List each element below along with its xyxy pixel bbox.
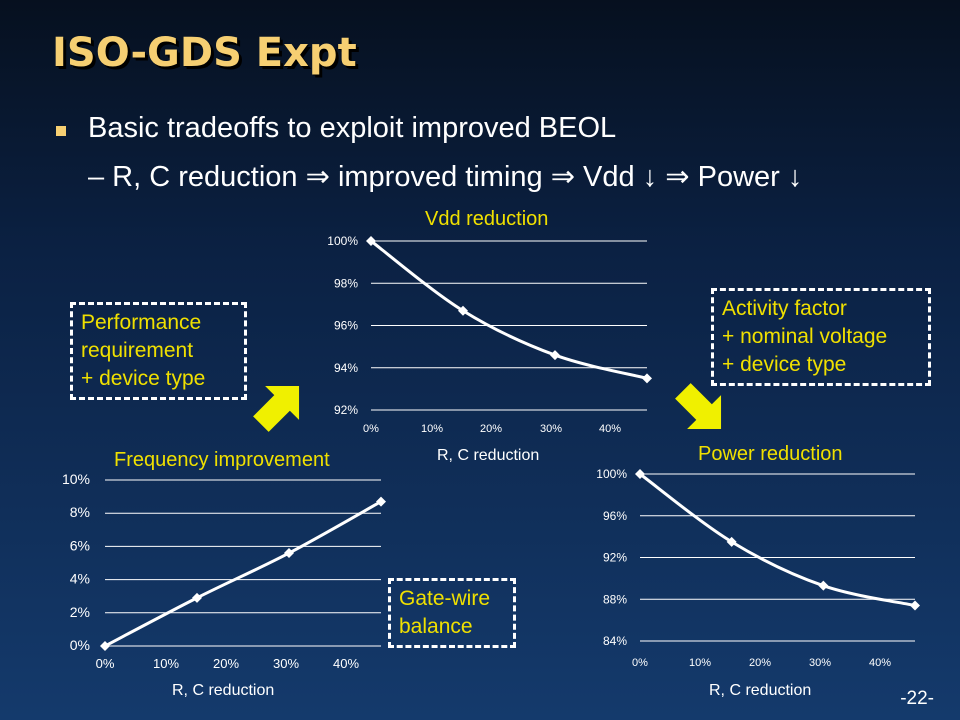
freq-data-point xyxy=(192,592,202,603)
vdd-y-tick-label: 100% xyxy=(327,234,358,248)
power-x-tick-label: 0% xyxy=(632,657,648,669)
vdd-series-line xyxy=(370,239,648,380)
vdd-y-tick-label: 98% xyxy=(334,276,358,290)
activity-callout: Activity factor + nominal voltage + devi… xyxy=(711,288,931,386)
power-y-tick-label: 84% xyxy=(603,634,627,648)
vdd-chart-title: Vdd reduction xyxy=(425,208,549,230)
freq-y-tick-label: 4% xyxy=(70,571,90,587)
freq-y-tick-label: 10% xyxy=(62,471,90,487)
freq-x-tick-label: 0% xyxy=(96,656,115,671)
performance-callout: Performance requirement + device type xyxy=(70,302,247,400)
freq-y-tick-label: 0% xyxy=(70,637,90,653)
power-chart-title: Power reduction xyxy=(698,443,843,465)
freq-y-tick-label: 2% xyxy=(70,604,90,620)
slide-title: ISO-GDS Expt xyxy=(52,30,357,76)
bullet-square-icon xyxy=(56,126,66,136)
power-y-tick-label: 100% xyxy=(596,467,627,481)
vdd-data-point xyxy=(458,305,468,316)
power-x-tick-label: 10% xyxy=(689,657,711,669)
power-x-tick-label: 40% xyxy=(869,657,891,669)
power-data-point xyxy=(818,580,829,591)
vdd-x-axis-label: R, C reduction xyxy=(437,447,540,464)
arrow-up-right-icon xyxy=(253,385,300,432)
vdd-x-tick-label: 30% xyxy=(540,423,562,435)
vdd-x-tick-label: 20% xyxy=(480,423,502,435)
vdd-y-tick-label: 92% xyxy=(334,403,358,417)
freq-y-tick-label: 8% xyxy=(70,504,90,520)
gatewire-callout: Gate-wire balance xyxy=(388,578,516,648)
freq-x-tick-label: 40% xyxy=(333,656,359,671)
power-series-line xyxy=(639,472,916,607)
freq-x-tick-label: 20% xyxy=(213,656,239,671)
power-y-tick-label: 92% xyxy=(603,551,627,565)
freq-data-point xyxy=(376,496,386,507)
freq-y-tick-label: 6% xyxy=(70,537,90,553)
vdd-y-tick-label: 96% xyxy=(334,319,358,333)
freq-series-line xyxy=(104,500,382,648)
freq-data-point xyxy=(284,548,294,559)
freq-data-point xyxy=(100,641,110,651)
power-x-tick-label: 30% xyxy=(809,657,831,669)
power-y-tick-label: 96% xyxy=(603,509,627,523)
vdd-data-point xyxy=(642,373,652,384)
vdd-x-tick-label: 40% xyxy=(599,423,621,435)
power-data-point xyxy=(635,469,645,479)
power-y-tick-label: 88% xyxy=(603,592,627,606)
power-data-point xyxy=(726,536,737,547)
freq-chart-title: Frequency improvement xyxy=(114,449,330,471)
freq-x-tick-label: 30% xyxy=(273,656,299,671)
power-x-tick-label: 20% xyxy=(749,657,771,669)
vdd-x-tick-label: 10% xyxy=(421,423,443,435)
vdd-data-point xyxy=(550,350,560,361)
freq-x-axis-label: R, C reduction xyxy=(172,682,275,699)
vdd-data-point xyxy=(366,236,376,246)
vdd-y-tick-label: 94% xyxy=(334,361,358,375)
power-data-point xyxy=(910,600,920,611)
page-number: -22- xyxy=(900,688,934,709)
vdd-x-tick-label: 0% xyxy=(363,423,379,435)
power-x-axis-label: R, C reduction xyxy=(709,682,812,699)
freq-x-tick-label: 10% xyxy=(153,656,179,671)
bullet-sub: – R, C reduction ⇒ improved timing ⇒ Vdd… xyxy=(88,161,803,193)
bullet-main: Basic tradeoffs to exploit improved BEOL xyxy=(88,112,617,144)
